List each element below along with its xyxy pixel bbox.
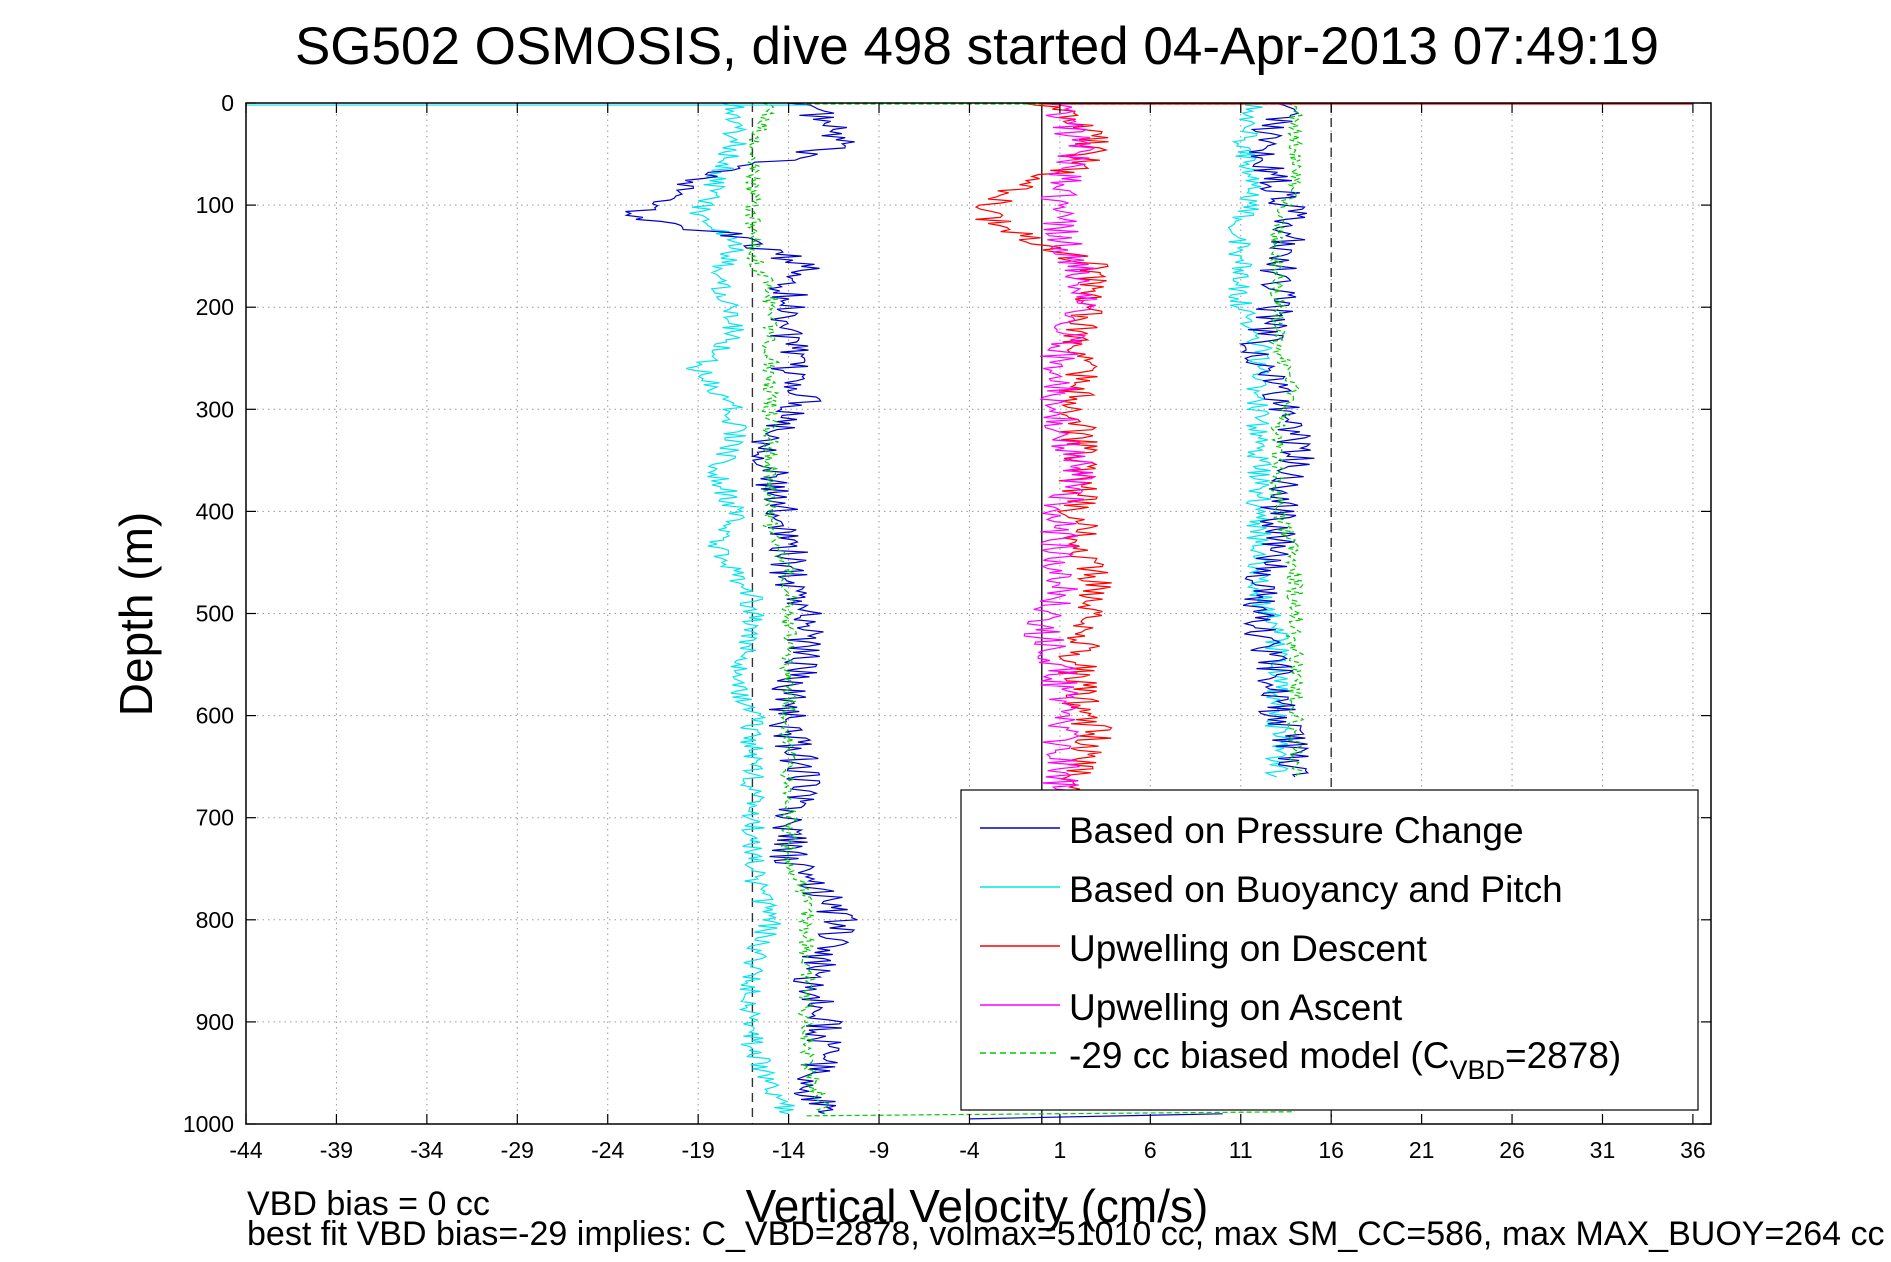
legend-label: Upwelling on Ascent bbox=[1069, 987, 1403, 1028]
x-tick-label: -9 bbox=[869, 1137, 889, 1163]
y-tick-label: 400 bbox=[196, 498, 234, 524]
series-29-cc-biased-model-c-vbd-2878-line bbox=[1267, 102, 1305, 778]
series-based-on-buoyancy-and-pitch-line bbox=[686, 102, 795, 1115]
bottom-turn-green bbox=[806, 1111, 1296, 1117]
x-tick-label: 26 bbox=[1499, 1137, 1525, 1163]
footer-vbd-bias: VBD bias = 0 cc bbox=[247, 1185, 490, 1223]
y-tick-label: 1000 bbox=[183, 1111, 234, 1137]
bottom-turn-blue bbox=[969, 1113, 1223, 1120]
y-tick-label: 800 bbox=[196, 907, 234, 933]
series-upwelling-on-descent-line bbox=[974, 102, 1113, 798]
y-axis-ticks: 0 100 200 300 400 500 600 700 800 900 1000 bbox=[183, 90, 1711, 1137]
chart-title: SG502 OSMOSIS, dive 498 started 04-Apr-2… bbox=[295, 17, 1659, 76]
x-axis-label: Vertical Velocity (cm/s) bbox=[746, 1180, 1209, 1232]
legend-label: Upwelling on Descent bbox=[1069, 928, 1428, 969]
x-tick-label: 16 bbox=[1318, 1137, 1344, 1163]
x-tick-label: 36 bbox=[1680, 1137, 1706, 1163]
series-upwelling-on-ascent-line bbox=[1023, 102, 1098, 798]
series-29-cc-biased-model-c-vbd-2878-line bbox=[743, 102, 831, 1115]
series-group bbox=[246, 102, 1693, 1120]
x-tick-label: -34 bbox=[410, 1137, 443, 1163]
series-based-on-buoyancy-and-pitch-line bbox=[1227, 102, 1292, 778]
legend-box bbox=[960, 789, 1699, 1111]
x-tick-label: -39 bbox=[320, 1137, 353, 1163]
x-tick-label: -29 bbox=[501, 1137, 534, 1163]
legend-label: Based on Pressure Change bbox=[1069, 810, 1524, 851]
legend-label-suffix: =2878) bbox=[1505, 1035, 1621, 1076]
x-tick-label: -24 bbox=[591, 1137, 624, 1163]
x-tick-label: 21 bbox=[1409, 1137, 1435, 1163]
y-tick-label: 500 bbox=[196, 601, 234, 627]
y-tick-label: 0 bbox=[221, 90, 234, 116]
series-based-on-pressure-change-line bbox=[1238, 102, 1315, 778]
footer-best-fit: best fit VBD bias=-29 implies: C_VBD=287… bbox=[247, 1215, 1884, 1253]
y-tick-label: 300 bbox=[196, 396, 234, 422]
legend-label-subscript: VBD bbox=[1449, 1055, 1505, 1085]
x-tick-label: -44 bbox=[229, 1137, 262, 1163]
x-tick-label: -14 bbox=[772, 1137, 805, 1163]
x-tick-label: 6 bbox=[1144, 1137, 1157, 1163]
x-tick-label: -4 bbox=[959, 1137, 980, 1163]
x-tick-label: 11 bbox=[1229, 1137, 1253, 1163]
y-tick-label: 900 bbox=[196, 1009, 234, 1035]
y-tick-label: 700 bbox=[196, 805, 234, 831]
legend-label: Based on Buoyancy and Pitch bbox=[1069, 869, 1563, 910]
y-tick-label: 600 bbox=[196, 703, 234, 729]
y-tick-label: 100 bbox=[196, 192, 234, 218]
series-based-on-pressure-change-line bbox=[624, 102, 858, 1115]
y-axis-label: Depth (m) bbox=[110, 512, 162, 716]
x-axis-ticks: -44 -39 -34 -29 -24 -19 -14 -9 -4 1 6 11 16 21 26 31 36 bbox=[229, 103, 1706, 1163]
y-tick-label: 200 bbox=[196, 294, 234, 320]
x-tick-label: -19 bbox=[682, 1137, 715, 1163]
x-tick-label: 31 bbox=[1590, 1137, 1616, 1163]
x-tick-label: 1 bbox=[1053, 1137, 1066, 1163]
legend: Based on Pressure Change Based on Buoyanc… bbox=[960, 789, 1699, 1111]
